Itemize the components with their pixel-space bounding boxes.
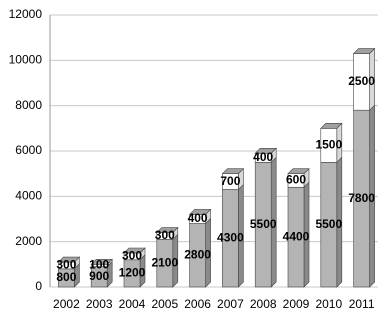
data-label: 2100 [151, 255, 178, 269]
bar-top [188, 209, 212, 215]
bar-top [352, 48, 376, 54]
bar-top [123, 247, 146, 254]
bar-top [90, 259, 113, 265]
y-tick-label: 10000 [9, 53, 43, 67]
data-label: 300 [155, 228, 175, 242]
bar-top [320, 123, 343, 129]
bar-top [287, 168, 310, 174]
data-label: 600 [286, 173, 306, 187]
x-tick-label: 2003 [86, 297, 113, 311]
bar-top [254, 147, 277, 154]
data-label: 1500 [315, 138, 342, 152]
data-label: 400 [188, 211, 208, 225]
data-label: 7800 [348, 191, 375, 205]
data-label: 700 [220, 174, 240, 188]
y-tick-label: 6000 [15, 143, 42, 157]
data-label: 100 [89, 258, 109, 272]
x-tick-label: 2004 [119, 297, 146, 311]
data-label: 4400 [283, 229, 310, 243]
y-tick-label: 2000 [15, 234, 42, 248]
y-tick-label: 0 [35, 279, 42, 293]
data-label: 800 [56, 270, 76, 284]
data-label: 1200 [119, 266, 146, 280]
x-tick-label: 2009 [283, 297, 310, 311]
data-label: 2500 [348, 74, 375, 88]
x-tick-label: 2006 [184, 297, 211, 311]
x-tick-label: 2011 [349, 297, 375, 311]
data-label: 5500 [315, 217, 342, 231]
bar-top [221, 168, 245, 174]
bar-top [156, 227, 179, 233]
x-tick-label: 2002 [53, 297, 80, 311]
data-label: 900 [89, 269, 109, 283]
y-tick-label: 12000 [9, 7, 43, 21]
data-label: 5500 [250, 217, 277, 231]
bar-top [57, 256, 81, 263]
data-label: 2800 [184, 247, 211, 261]
data-label: 400 [253, 150, 273, 164]
x-tick-label: 2005 [151, 297, 178, 311]
data-label: 300 [56, 258, 76, 272]
x-tick-label: 2010 [315, 297, 342, 311]
data-label: 300 [122, 249, 142, 263]
x-tick-label: 2007 [217, 297, 244, 311]
y-tick-label: 8000 [15, 98, 42, 112]
x-tick-label: 2008 [250, 297, 277, 311]
y-tick-label: 4000 [15, 189, 42, 203]
data-label: 4300 [217, 230, 244, 244]
